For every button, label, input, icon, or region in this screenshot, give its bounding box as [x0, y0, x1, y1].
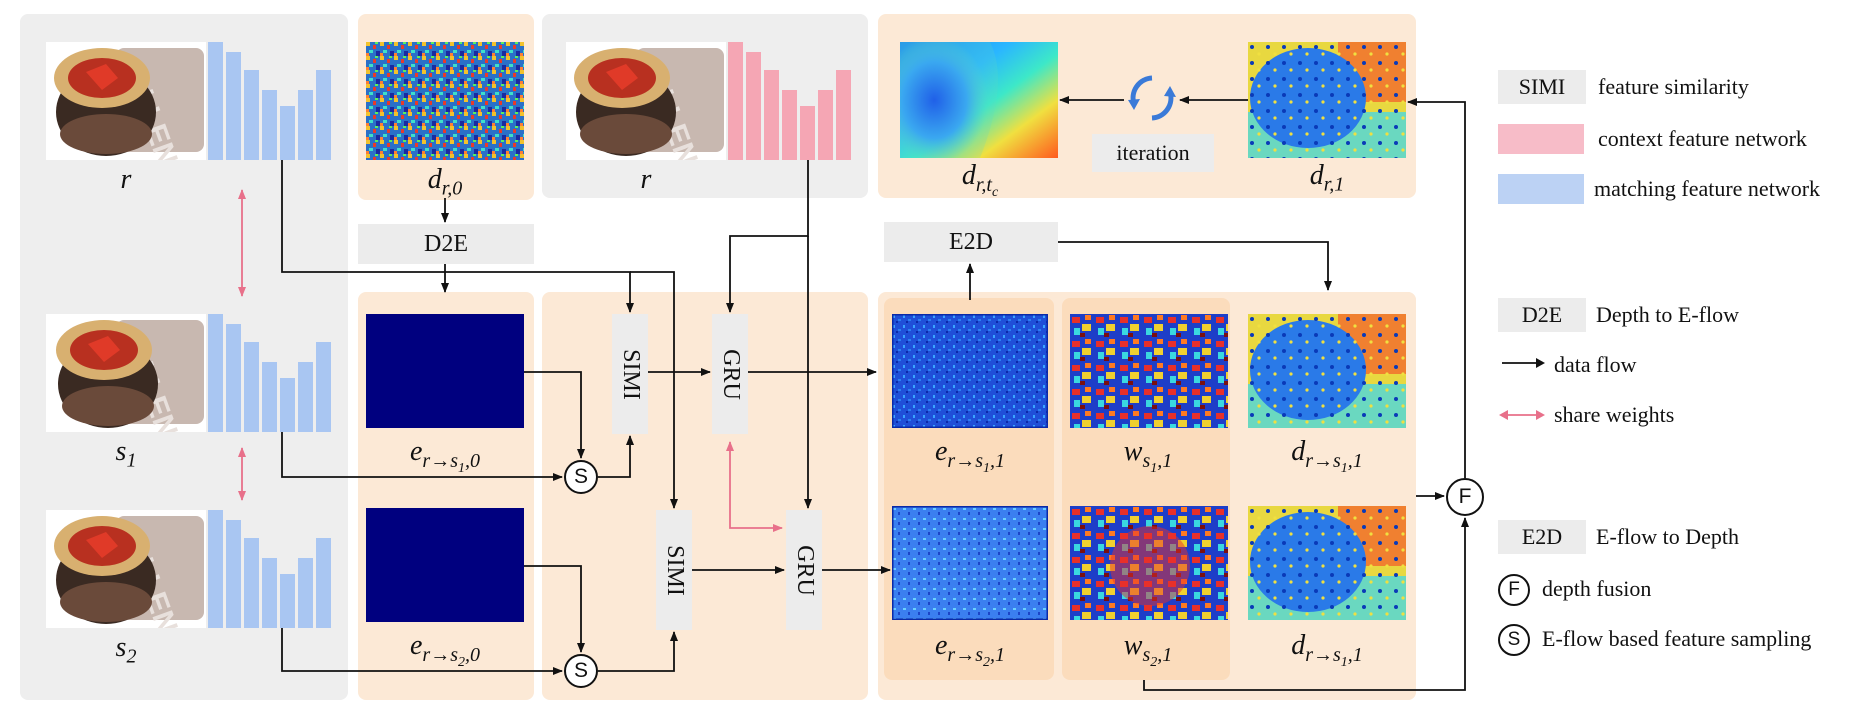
- bar: [208, 314, 223, 432]
- eflow-init-s1-image: [366, 314, 524, 428]
- label-r: r: [120, 164, 132, 195]
- bar: [316, 70, 331, 160]
- label-e-s1-0: er→s1,0: [409, 436, 481, 476]
- label-d-rtc: dr,tc: [961, 160, 999, 200]
- image-s2: LLEN: [46, 510, 206, 628]
- bar: [800, 106, 815, 160]
- matching-feature-s2: [208, 510, 331, 628]
- depth-init-image: [366, 42, 524, 160]
- matching-feature-r: [208, 42, 331, 160]
- legend-share-weights-arrow: [1499, 410, 1545, 420]
- bar: [782, 90, 797, 160]
- bar: [298, 90, 313, 160]
- iteration-icon: [1128, 75, 1176, 121]
- simi-block-s2: SIMI: [656, 510, 692, 630]
- bar: [818, 90, 833, 160]
- depth-s1-top-image: [1248, 314, 1406, 428]
- label-r-context: r: [640, 164, 652, 195]
- update-panel: [542, 292, 868, 700]
- bar: [208, 510, 223, 628]
- legend-data-flow-arrow: [1502, 358, 1545, 368]
- legend-data-flow-text: data flow: [1554, 352, 1637, 377]
- sampling-node-s2: S: [564, 654, 598, 688]
- bar: [208, 42, 223, 160]
- bar: [226, 520, 241, 628]
- label-w-s2: ws2,1: [1123, 630, 1173, 670]
- bar: [280, 106, 295, 160]
- label-s2: s2: [115, 632, 137, 668]
- gru-block-s2: GRU: [786, 510, 822, 630]
- bar: [298, 558, 313, 628]
- bar: [262, 90, 277, 160]
- bar: [244, 70, 259, 160]
- label-d-s1-bottom: dr→s1,1: [1291, 630, 1363, 670]
- bar: [836, 70, 851, 160]
- simi-block-s1: SIMI: [612, 314, 648, 434]
- depth-s1-bottom-image: [1248, 506, 1406, 620]
- label-e-s1-1: er→s1,1: [934, 436, 1006, 476]
- legend-simi-text: feature similarity: [1598, 74, 1749, 99]
- label-d-s1-top: dr→s1,1: [1291, 436, 1363, 476]
- bar: [244, 538, 259, 628]
- bar: [280, 574, 295, 628]
- legend-d2e-text: Depth to E-flow: [1596, 302, 1739, 327]
- bar: [226, 324, 241, 432]
- legend-share-weights-text: share weights: [1554, 402, 1675, 427]
- label-d-r0: dr,0: [427, 164, 463, 200]
- weight-s2-image: [1070, 506, 1228, 620]
- eflow-init-s2-image: [366, 508, 524, 622]
- bar: [262, 558, 277, 628]
- legend-context-text: context feature network: [1598, 126, 1807, 151]
- fusion-node: F: [1446, 478, 1484, 516]
- context-feature-r: [728, 42, 851, 160]
- eflow-iter1-s1-image: [892, 314, 1048, 428]
- bar: [244, 342, 259, 432]
- image-r-context: LLEN: [566, 42, 726, 160]
- bar: [262, 362, 277, 432]
- legend-fusion-text: depth fusion: [1542, 576, 1652, 601]
- sampling-node-s1: S: [564, 460, 598, 494]
- bar: [226, 52, 241, 160]
- d2e-block: D2E: [358, 224, 534, 264]
- legend-context-swatch: [1498, 124, 1584, 154]
- label-e-s2-1: er→s2,1: [934, 630, 1006, 670]
- e2d-block: E2D: [884, 222, 1058, 262]
- legend-sampling-key: S: [1498, 624, 1530, 656]
- image-r: LLEN: [46, 42, 206, 160]
- image-s1: LLEN: [46, 314, 206, 432]
- label-s1: s1: [115, 436, 137, 472]
- eflow-iter1-s2-image: [892, 506, 1048, 620]
- bar: [316, 342, 331, 432]
- bar: [280, 378, 295, 432]
- bar: [764, 70, 779, 160]
- legend-sampling-text: E-flow based feature sampling: [1542, 626, 1812, 651]
- label-d-r1: dr,1: [1309, 160, 1345, 196]
- weight-s1-image: [1070, 314, 1228, 428]
- legend-simi-key: SIMI: [1498, 70, 1586, 104]
- legend-fusion-key: F: [1498, 574, 1530, 606]
- bar: [316, 538, 331, 628]
- depth-iter1-image: [1248, 42, 1406, 158]
- iteration-block: iteration: [1092, 134, 1214, 172]
- legend-e2d-key: E2D: [1498, 520, 1586, 554]
- legend-d2e-key: D2E: [1498, 298, 1586, 332]
- bar: [728, 42, 743, 160]
- bar: [746, 52, 761, 160]
- label-w-s1: ws1,1: [1123, 436, 1173, 476]
- bar: [298, 362, 313, 432]
- matching-feature-s1: [208, 314, 331, 432]
- legend-matching-text: matching feature network: [1594, 176, 1821, 201]
- legend-e2d-text: E-flow to Depth: [1596, 524, 1739, 549]
- depth-final-image: [900, 42, 1058, 158]
- gru-block-s1: GRU: [712, 314, 748, 434]
- legend-matching-swatch: [1498, 174, 1584, 204]
- label-e-s2-0: er→s2,0: [409, 630, 481, 670]
